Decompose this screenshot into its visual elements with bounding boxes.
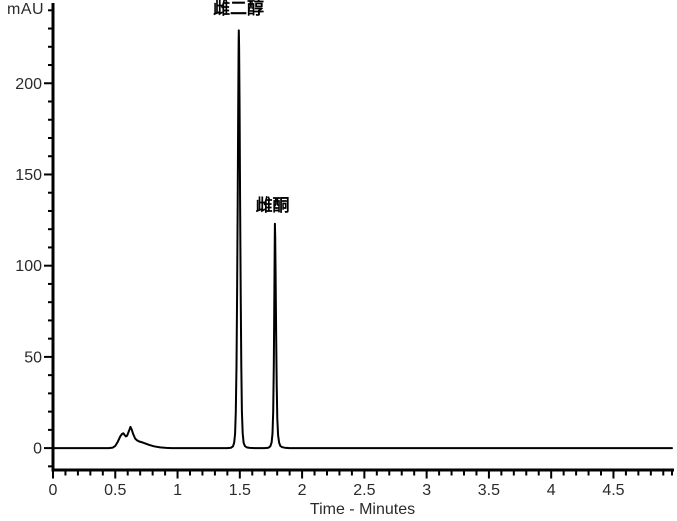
x-tick-label: 0 (49, 482, 58, 499)
y-tick-label: 50 (24, 349, 42, 366)
x-tick-label: 3 (422, 482, 431, 499)
y-tick-label: 100 (15, 258, 42, 275)
signal-trace (52, 29, 673, 450)
x-tick-label: 1 (173, 482, 182, 499)
axis-lines (51, 3, 674, 472)
y-tick-label: 150 (15, 167, 42, 184)
x-tick-label: 1.5 (229, 482, 251, 499)
x-axis-title: Time - Minutes (309, 501, 416, 518)
peak-annotation-label: 雌二醇 (213, 0, 264, 18)
x-tick-label: 0.5 (104, 482, 126, 499)
tick-labels: 0 0.5 1 1.5 2 2.5 3 3.5 4 4.5 0 50 100 150 200 (15, 76, 624, 499)
y-axis-title: mAU (7, 1, 45, 18)
axis-ticks (44, 9, 673, 479)
x-tick-label: 3.5 (478, 482, 500, 499)
signal-trace-group (52, 29, 673, 450)
x-tick-label: 2.5 (353, 482, 375, 499)
x-tick-label: 2 (298, 482, 307, 499)
peak-annotation-label: 雌酮 (256, 195, 290, 215)
y-tick-label: 0 (33, 441, 42, 458)
y-tick-label: 200 (15, 76, 42, 93)
x-tick-label: 4.5 (602, 482, 624, 499)
x-tick-label: 4 (547, 482, 556, 499)
